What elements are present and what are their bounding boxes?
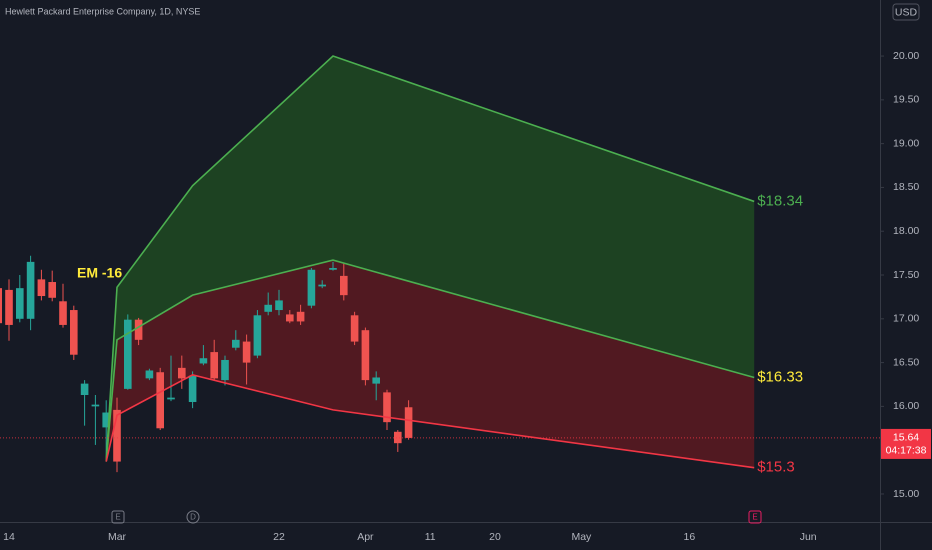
candle-body	[199, 358, 208, 364]
candle-body	[307, 269, 316, 306]
x-tick-label: May	[571, 531, 592, 543]
band-value-label: $18.34	[757, 192, 803, 209]
y-tick-label: 17.00	[893, 313, 919, 325]
candle-body	[210, 352, 218, 379]
x-tick-label: 14	[3, 531, 15, 543]
candle-body	[102, 412, 110, 428]
currency-badge[interactable]	[892, 3, 920, 21]
candle-body	[264, 304, 272, 312]
candle-body	[178, 367, 186, 379]
candle-body	[383, 392, 391, 423]
candle-body	[134, 319, 143, 340]
last-price-label: 15.64	[893, 432, 919, 444]
candle-body	[253, 315, 262, 356]
event-icon[interactable]	[748, 510, 762, 524]
candle-body	[91, 404, 100, 407]
x-tick-label: Apr	[357, 531, 374, 543]
candle-body	[124, 319, 132, 389]
band-line	[105, 374, 755, 469]
band-value-label: $16.33	[757, 368, 803, 385]
candle-body	[16, 288, 24, 319]
candle-body	[318, 284, 326, 287]
y-tick-label: 18.50	[893, 181, 919, 193]
band-line	[105, 55, 755, 462]
event-markers: E D E	[111, 510, 762, 524]
y-tick-label: 16.50	[893, 356, 919, 368]
event-label: E	[115, 513, 120, 522]
candle-body	[5, 289, 13, 325]
candle-body	[156, 372, 164, 429]
plot-area	[0, 55, 755, 473]
x-tick-label: Mar	[108, 531, 127, 543]
candle-body	[37, 279, 46, 297]
candle-body	[59, 301, 67, 325]
band-fill	[106, 56, 755, 462]
event-label: E	[752, 513, 757, 522]
candle-body	[221, 359, 229, 381]
last-price-badge	[881, 428, 931, 459]
candle-body	[48, 282, 56, 298]
event-label: D	[190, 513, 196, 522]
candle-body	[145, 370, 154, 379]
x-tick-label: 22	[273, 531, 285, 543]
x-tick-label: 16	[684, 531, 696, 543]
annotation: EM -16	[77, 265, 122, 281]
chart-title: Hewlett Packard Enterprise Company, 1D, …	[5, 6, 200, 16]
candle-body	[70, 310, 78, 355]
candle-body	[113, 409, 121, 462]
x-tick-label: 20	[489, 531, 501, 543]
y-tick-label: 19.50	[893, 94, 919, 106]
y-tick-label: 17.50	[893, 269, 919, 281]
candle-body	[286, 314, 294, 322]
candle-body	[232, 339, 240, 348]
y-tick-label: 20.00	[893, 50, 919, 62]
candle-body	[350, 315, 359, 342]
candle-body	[26, 261, 35, 319]
candle-body	[0, 288, 2, 324]
y-tick-label: 15.00	[893, 488, 919, 500]
y-tick-label: 16.00	[893, 400, 919, 412]
candle-body	[361, 330, 370, 381]
y-tick-label: 18.00	[893, 225, 919, 237]
countdown: 04:17:38	[886, 445, 927, 457]
event-icon[interactable]	[111, 510, 125, 524]
x-tick-label: 11	[425, 531, 436, 543]
event-icon[interactable]	[186, 510, 200, 524]
candle-body	[275, 300, 283, 311]
band-line	[105, 259, 755, 462]
y-tick-label: 19.00	[893, 137, 919, 149]
x-tick-label: Jun	[800, 531, 817, 543]
candle-body	[167, 397, 175, 400]
currency: USD	[895, 6, 918, 18]
candle-body	[404, 407, 413, 438]
candle-body	[340, 275, 348, 296]
candle-body	[372, 377, 380, 384]
candle-body	[80, 383, 89, 396]
candle-body	[242, 341, 251, 363]
candle-body	[394, 431, 402, 444]
candle-body	[188, 375, 197, 403]
band-value-label: $15.3	[757, 459, 795, 476]
candle-body	[329, 268, 337, 270]
candle-body	[296, 311, 305, 322]
